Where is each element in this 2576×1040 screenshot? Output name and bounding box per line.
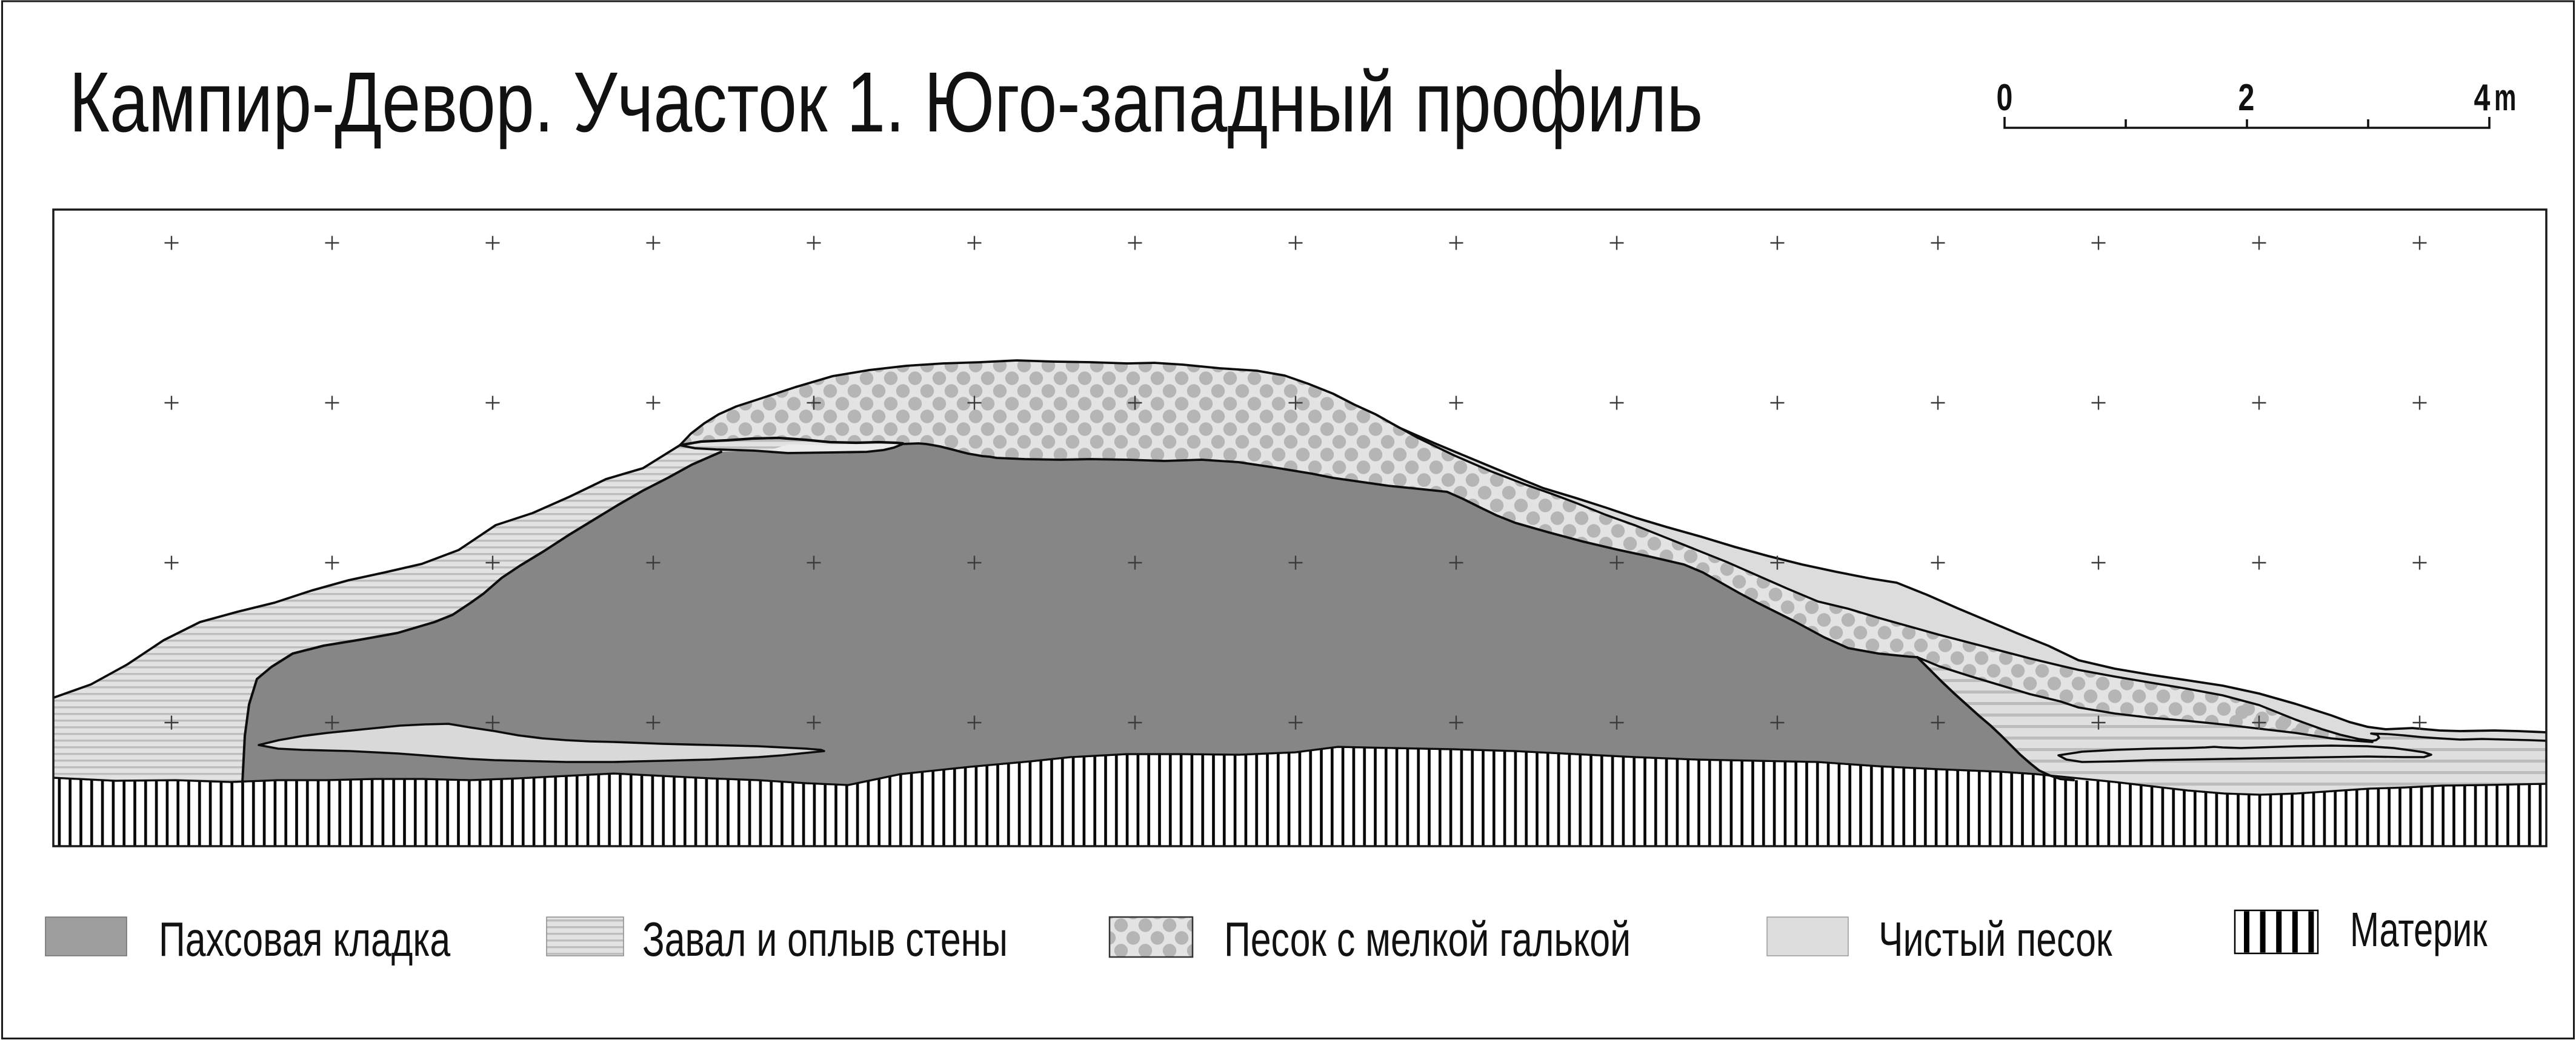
svg-text:Чистый песок: Чистый песок xyxy=(1879,913,2112,967)
svg-text:0: 0 xyxy=(1997,76,2013,118)
svg-text:Кампир-Девор. Участок 1. Юго-з: Кампир-Девор. Участок 1. Юго-западный пр… xyxy=(69,55,1703,150)
svg-text:Завал и оплыв стены: Завал и оплыв стены xyxy=(642,913,1008,967)
svg-text:m: m xyxy=(2494,77,2516,119)
svg-text:2: 2 xyxy=(2238,76,2255,118)
svg-text:Песок с мелкой галькой: Песок с мелкой галькой xyxy=(1224,913,1631,967)
svg-text:4: 4 xyxy=(2474,76,2491,118)
svg-text:Материк: Материк xyxy=(2350,903,2488,957)
svg-text:Пахсовая кладка: Пахсовая кладка xyxy=(159,913,451,967)
